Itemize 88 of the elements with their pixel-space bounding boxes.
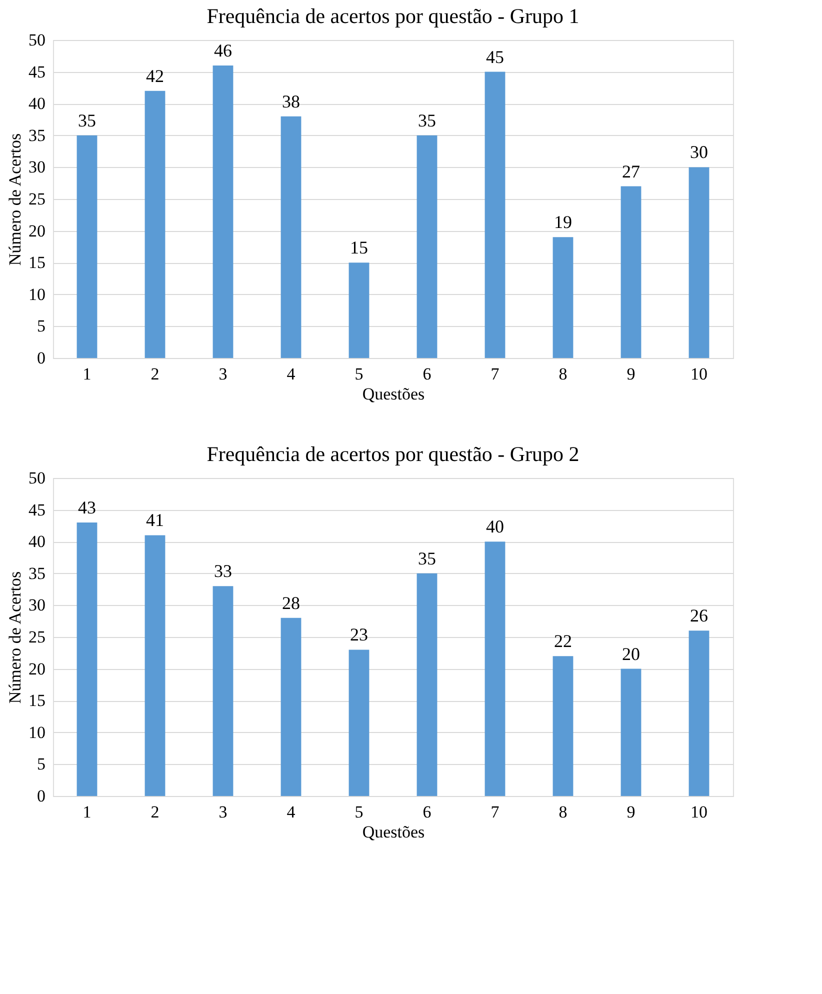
y-tick-label: 5	[37, 316, 46, 336]
bar	[348, 650, 370, 796]
y-tick-label: 0	[37, 786, 46, 806]
data-label: 30	[690, 142, 708, 162]
y-tick-label: 10	[28, 722, 46, 742]
y-tick-label: 20	[28, 221, 46, 240]
y-tick-label: 35	[28, 564, 46, 583]
x-tick-label: 3	[218, 364, 228, 384]
data-label: 35	[418, 548, 436, 568]
y-tick-label: 25	[28, 190, 46, 208]
bar	[76, 522, 98, 796]
bar	[144, 90, 166, 358]
x-tick-label: 6	[422, 364, 432, 384]
data-label: 19	[554, 212, 572, 232]
bar	[348, 262, 370, 358]
x-tick-label: 2	[150, 802, 160, 822]
y-tick-label: 30	[28, 596, 46, 615]
chart-title: Frequência de acertos por questão - Grupo 1	[206, 4, 580, 28]
y-tick-label: 45	[28, 62, 46, 82]
x-tick-label: 4	[286, 364, 296, 384]
bar	[552, 237, 574, 358]
bar	[484, 542, 506, 796]
x-tick-label: 7	[490, 802, 500, 822]
data-label: 43	[78, 498, 96, 518]
bar	[484, 72, 506, 358]
bar	[280, 618, 302, 796]
data-label: 23	[350, 624, 368, 645]
data-label: 35	[418, 110, 436, 130]
bar	[416, 573, 438, 796]
x-tick-label: 1	[82, 802, 92, 822]
y-tick-label: 20	[28, 659, 46, 678]
x-tick-label: 6	[422, 802, 432, 822]
x-tick-label: 10	[690, 802, 708, 822]
data-label: 46	[214, 40, 232, 60]
bar	[144, 535, 166, 796]
x-tick-label: 9	[626, 802, 636, 822]
data-label: 28	[282, 592, 300, 613]
data-label: 33	[214, 561, 232, 582]
bar	[620, 186, 642, 358]
data-label: 15	[350, 238, 368, 258]
x-axis-title: Questões	[362, 384, 425, 404]
x-tick-label: 7	[490, 364, 500, 384]
y-tick-label: 50	[28, 468, 46, 488]
x-tick-label: 4	[286, 802, 296, 822]
bar	[76, 135, 98, 358]
x-tick-label: 8	[558, 802, 568, 822]
x-tick-label: 5	[354, 802, 364, 822]
data-label: 22	[554, 631, 572, 652]
x-tick-label: 3	[218, 802, 228, 822]
y-tick-label: 15	[28, 253, 46, 272]
y-tick-label: 0	[37, 348, 46, 368]
bar	[688, 630, 710, 796]
bar	[620, 668, 642, 796]
bar	[552, 656, 574, 796]
data-label: 26	[690, 606, 708, 626]
x-tick-label: 9	[626, 364, 636, 384]
data-label: 45	[486, 46, 504, 67]
y-axis-title: Número de Acertos	[6, 571, 24, 704]
bar	[688, 167, 710, 358]
bar	[212, 586, 234, 796]
x-tick-label: 5	[354, 364, 364, 384]
bar	[212, 65, 234, 358]
y-tick-label: 50	[28, 30, 46, 50]
data-label: 38	[282, 91, 300, 112]
data-label: 27	[622, 161, 640, 182]
data-label: 42	[146, 66, 164, 86]
data-label: 35	[78, 110, 96, 130]
x-tick-label: 1	[82, 364, 92, 384]
bar	[280, 116, 302, 358]
bar	[416, 135, 438, 358]
x-tick-label: 8	[558, 364, 568, 384]
y-tick-label: 5	[37, 754, 46, 774]
y-tick-label: 40	[28, 94, 46, 114]
y-tick-label: 25	[28, 628, 46, 646]
y-tick-label: 45	[28, 500, 46, 520]
y-tick-label: 10	[28, 284, 46, 304]
data-label: 20	[622, 644, 640, 664]
data-label: 41	[146, 510, 164, 530]
chart-title: Frequência de acertos por questão - Grupo 2	[206, 442, 580, 466]
y-tick-label: 30	[28, 158, 46, 177]
x-tick-label: 2	[150, 364, 160, 384]
y-tick-label: 40	[28, 532, 46, 552]
data-label: 40	[486, 516, 504, 537]
y-tick-label: 15	[28, 691, 46, 710]
y-axis-title: Número de Acertos	[6, 133, 24, 266]
y-tick-label: 35	[28, 126, 46, 145]
x-axis-title: Questões	[362, 822, 425, 842]
x-tick-label: 10	[690, 364, 708, 384]
